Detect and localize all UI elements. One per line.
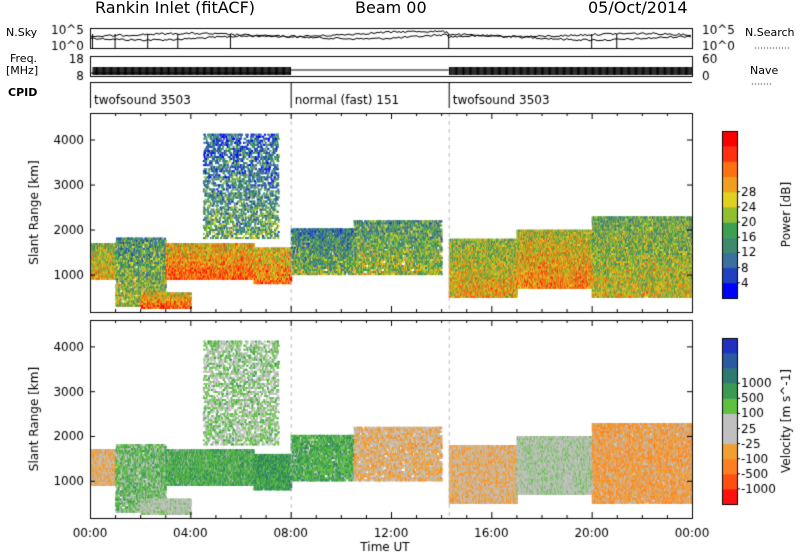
- nsky-label: N.Sky: [6, 26, 38, 39]
- station-title: Rankin Inlet (fitACF): [95, 0, 256, 17]
- beam-title: Beam 00: [355, 0, 427, 17]
- freq-label: Freq.: [10, 52, 38, 65]
- cpid-label: CPID: [8, 86, 38, 99]
- date-title: 05/Oct/2014: [588, 0, 688, 17]
- freq-unit: [MHz]: [6, 64, 39, 77]
- nave-label: Nave: [750, 64, 779, 77]
- nsearch-label: N.Search: [745, 26, 795, 39]
